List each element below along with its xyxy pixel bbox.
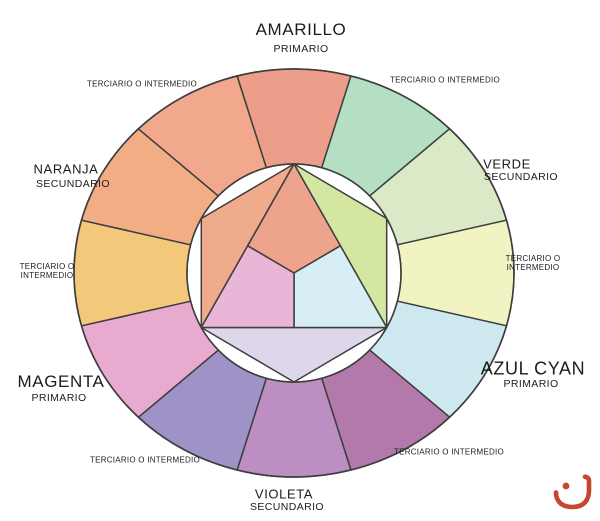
label-violeta: VIOLETA [254,486,314,502]
label-terciario-top-left: TERCIARIO O INTERMEDIO [87,79,197,89]
label-terciario-bottom-left: TERCIARIO O INTERMEDIO [90,455,200,465]
label-amarillo-type: PRIMARIO [273,42,329,55]
label-naranja-type: SECUNDARIO [35,177,111,190]
label-violeta-type: SECUNDARIO [249,500,325,513]
brand-logo-icon [553,474,592,510]
label-terciario-bottom-right: TERCIARIO O INTERMEDIO [394,447,504,457]
label-terciario-right-line1: TERCIARIO O [505,253,561,263]
outer-circle-outline [73,68,515,478]
label-magenta: MAGENTA [17,372,105,392]
label-terciario-left-line2: INTERMEDIO [20,271,74,280]
label-verde: VERDE [483,156,531,172]
inner-circle-outline [186,163,402,383]
logo-dot [562,482,570,490]
label-terciario-left-line1: TERCIARIO O [19,261,75,271]
label-terciario-right: TERCIARIO O INTERMEDIO [506,254,561,272]
label-terciario-top-right: TERCIARIO O INTERMEDIO [390,75,500,85]
center-kite-left [200,245,295,329]
label-magenta-type: PRIMARIO [31,391,87,404]
label-verde-type: SECUNDARIO [483,170,559,183]
label-azul-cyan-type: PRIMARIO [503,377,559,390]
label-terciario-right-line2: INTERMEDIO [506,263,560,272]
logo-stroke [553,474,592,510]
label-naranja: NARANJA [33,161,99,177]
label-azul-cyan: AZUL CYAN [480,358,586,379]
label-amarillo: AMARILLO [255,20,347,40]
label-terciario-left: TERCIARIO O INTERMEDIO [20,262,75,280]
